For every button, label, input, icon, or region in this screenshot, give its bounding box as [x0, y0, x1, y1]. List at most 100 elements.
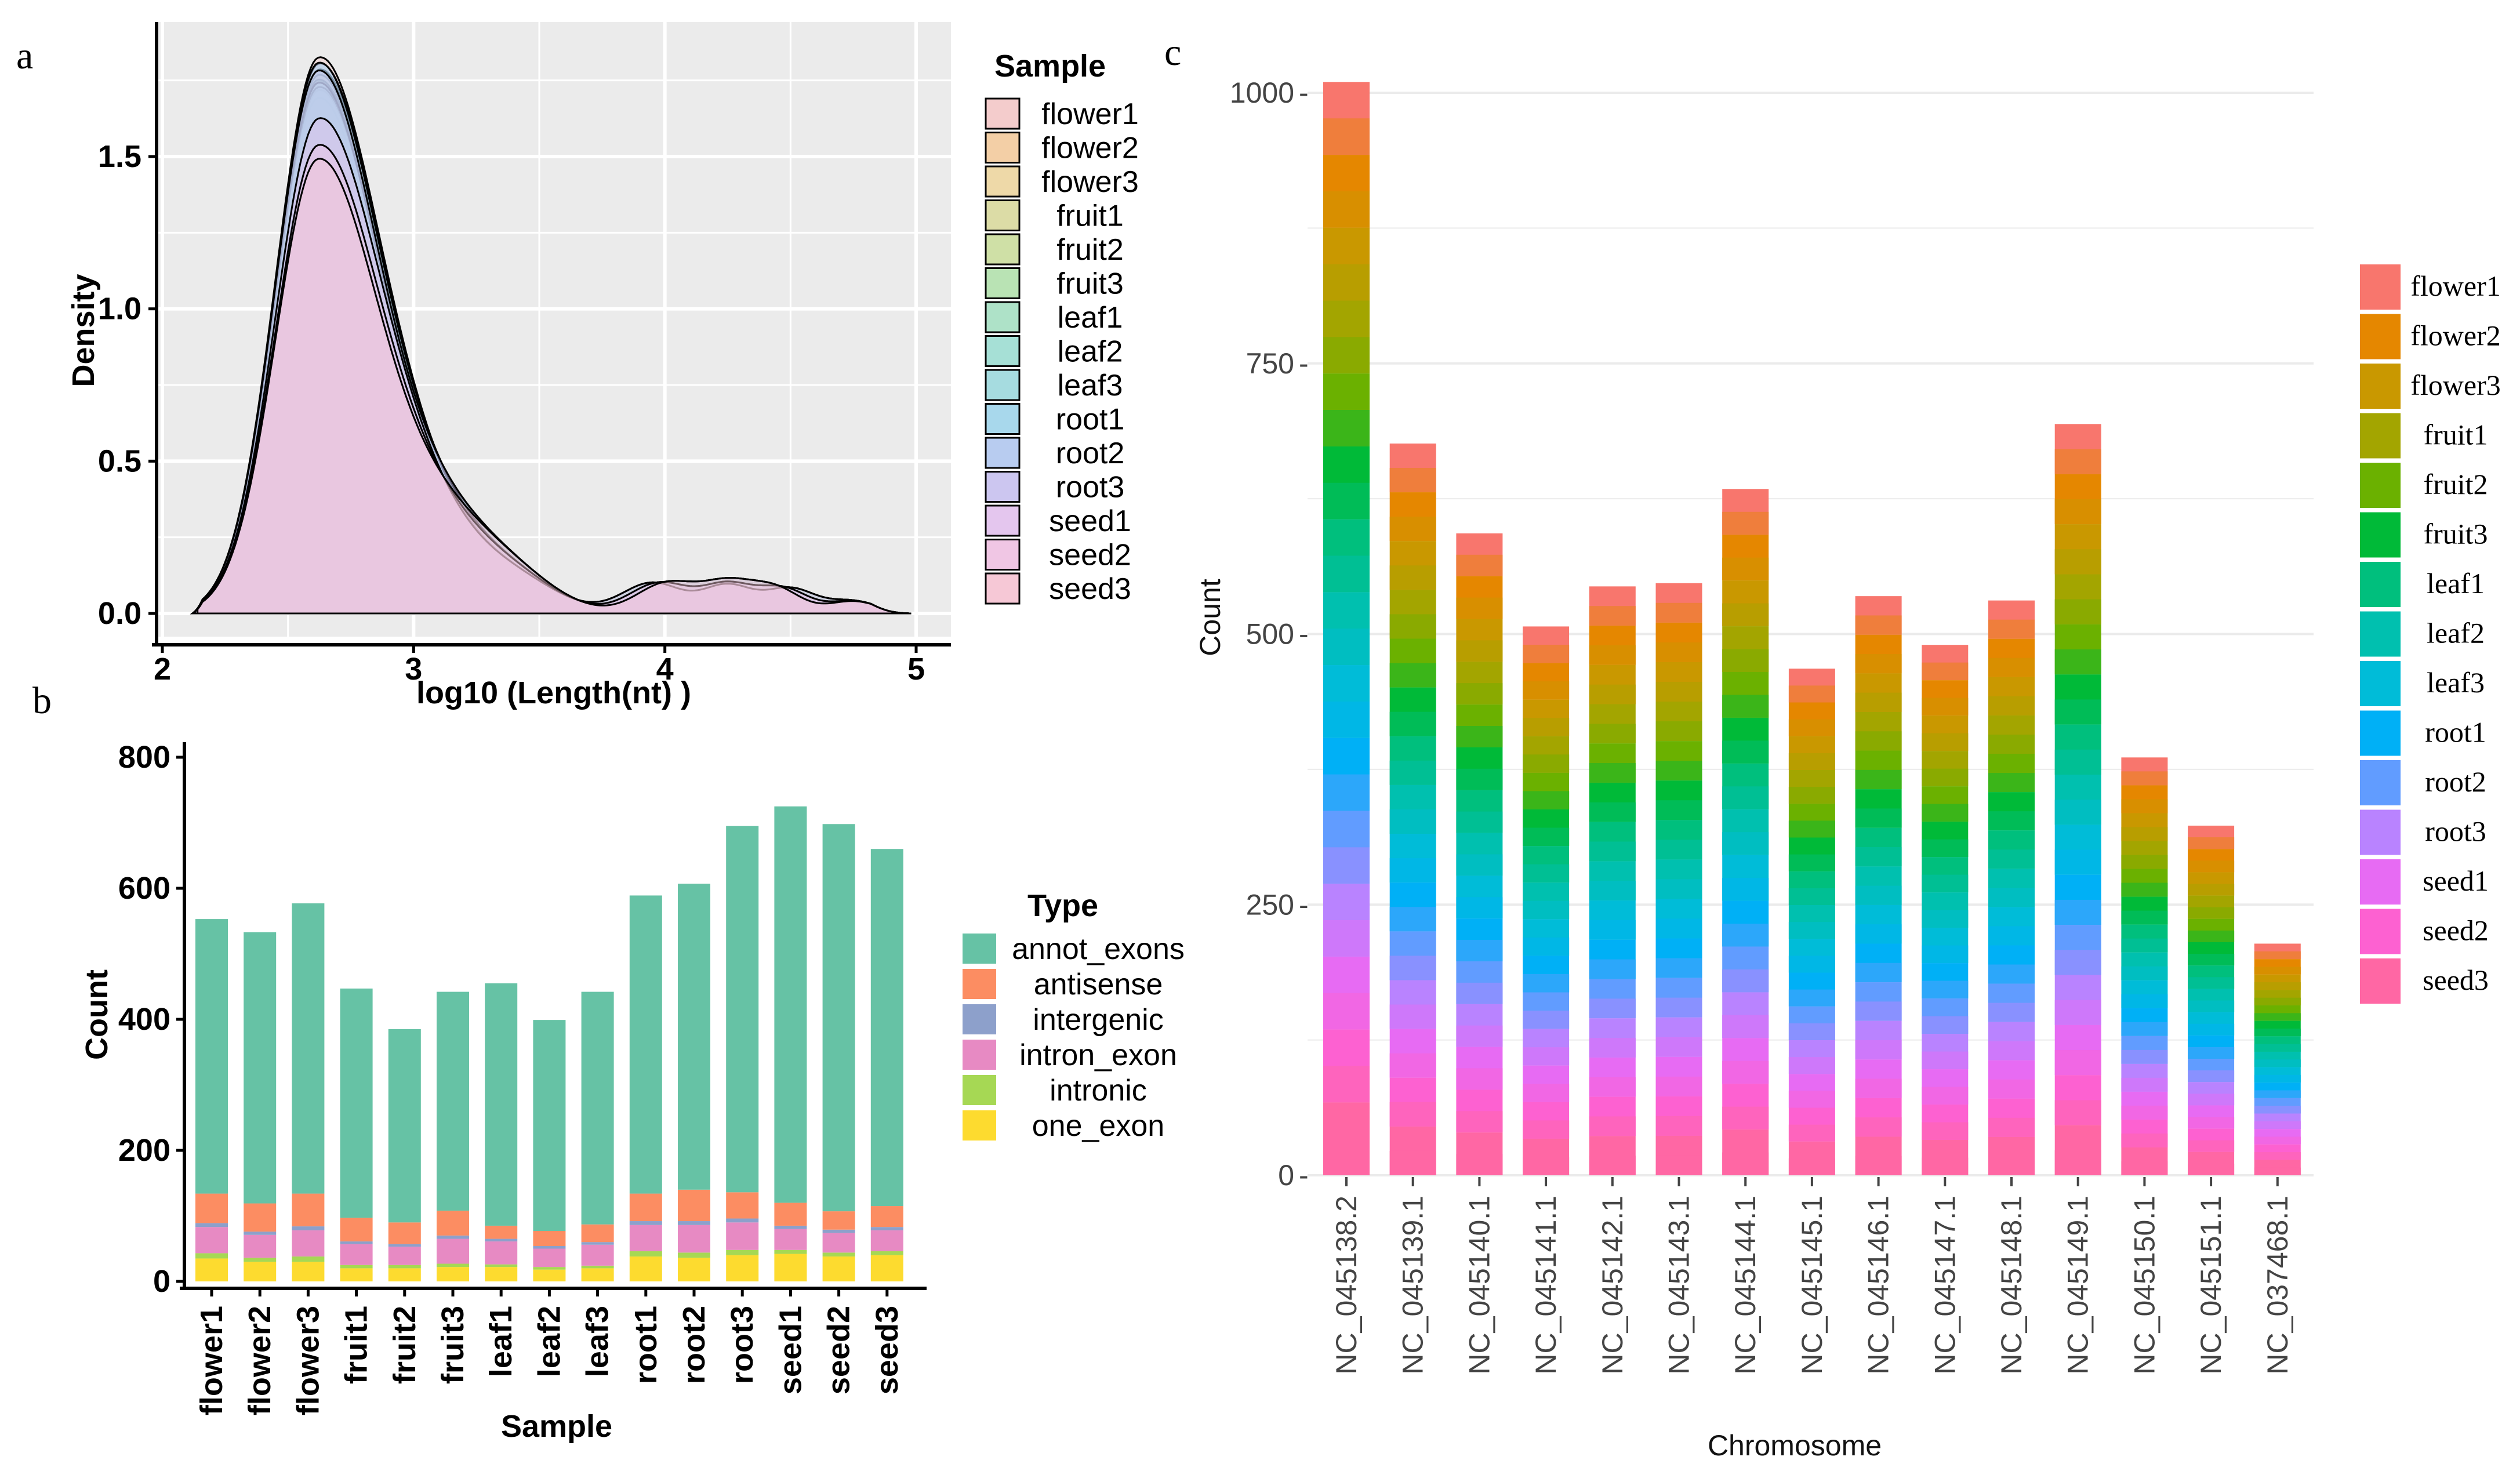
chromosome-bar-band — [1788, 888, 1835, 905]
type-bar-leaf2-intergenic — [533, 1245, 566, 1249]
chromosome-bar-band — [2188, 930, 2235, 942]
chromosome-bar-band — [1655, 681, 1702, 702]
type-bar-seed2-one_exon — [822, 1256, 855, 1281]
chromosome-bar-band — [1855, 962, 1902, 983]
type-bar-root2-intronic — [678, 1252, 710, 1258]
type-bar-seed2-annot_exons — [822, 824, 855, 1212]
chromosome-bar-band — [1389, 956, 1436, 980]
chromosome-bar-band — [2254, 1090, 2301, 1098]
panel-label-b: b — [32, 680, 52, 722]
type-bar-leaf2-one_exon — [533, 1269, 566, 1281]
chromosome-ticks: 0 -250 -500 -750 -1000 -NC_045138.2 NC_045139.… — [1230, 77, 2294, 1375]
chromosome-bar-band — [1922, 733, 1969, 751]
type-bar-seed1-antisense — [774, 1203, 807, 1226]
chromosome-bar-band — [2254, 1167, 2301, 1175]
chromosome-bar-band — [1655, 602, 1702, 623]
type-bar-seed1-intergenic — [774, 1225, 807, 1229]
density-curve-seed1 — [190, 117, 912, 615]
chromosome-bar-band — [2121, 1161, 2168, 1175]
chromosome-bar-band — [2121, 910, 2168, 925]
chromosome-bar-band — [1922, 698, 1969, 716]
density-curves — [190, 56, 912, 615]
chromosome-bar-band — [2054, 800, 2101, 825]
chromosome-y-axis-title: Count — [1194, 579, 1226, 656]
chromosome-bar-band — [1788, 685, 1835, 703]
chromosome-bar-band — [1589, 1156, 1636, 1175]
type-bar-flower2-intron_exon — [244, 1234, 277, 1258]
type-legend-key-intergenic — [963, 1004, 996, 1034]
chromosome-bar-band — [2054, 1150, 2101, 1175]
panel-label-a: a — [16, 35, 33, 77]
chromosome-bar-band — [1523, 1011, 1570, 1029]
chromosome-y-tick-dash: - — [1299, 618, 1309, 651]
type-x-tick-label: root3 — [725, 1306, 760, 1384]
chromosome-x-tick-label: NC_045144.1 — [1729, 1196, 1762, 1375]
density-legend-key-leaf3 — [985, 369, 1021, 401]
chromosome-bar-band — [1855, 1040, 1902, 1060]
density-x-tick-label: 4 — [656, 652, 674, 687]
type-bar-root2-antisense — [678, 1189, 710, 1222]
type-x-tick-label: leaf1 — [484, 1306, 518, 1377]
chromosome-bar-band — [1523, 644, 1570, 663]
type-bar-seed3-intron_exon — [870, 1230, 903, 1252]
density-legend-label-leaf1: leaf1 — [1058, 301, 1123, 335]
chromosome-bar-band — [1589, 920, 1636, 940]
chromosome-bar-band — [1523, 937, 1570, 956]
chromosome-bar-band — [1456, 683, 1503, 705]
chromosome-x-tick-label: NC_045146.1 — [1862, 1196, 1895, 1375]
chromosome-x-tick-label: NC_045151.1 — [2195, 1196, 2227, 1375]
chromosome-legend-label-fruit2: fruit2 — [2423, 468, 2488, 500]
chromosome-bar-band — [1456, 1111, 1503, 1133]
chromosome-legend-label-root3: root3 — [2425, 815, 2486, 848]
density-legend: flower1flower2flower3fruit1fruit2fruit3l… — [985, 97, 1139, 606]
chromosome-bar-band — [1722, 1015, 1769, 1038]
chromosome-legend-label-flower3: flower3 — [2410, 369, 2501, 401]
type-y-tick-label: 0 — [153, 1264, 170, 1299]
chromosome-bar-band — [1788, 922, 1835, 939]
density-curve-seed3 — [197, 158, 912, 615]
chromosome-legend-key-fruit2 — [2360, 463, 2401, 508]
chromosome-x-tick-label: NC_045145.1 — [1796, 1196, 1828, 1375]
type-bars — [195, 806, 903, 1281]
type-bar-seed2-intergenic — [822, 1229, 855, 1233]
chromosome-legend-key-root2 — [2360, 760, 2401, 805]
chromosome-bar-band — [1988, 1079, 2035, 1099]
chromosome-bar-band — [1389, 1053, 1436, 1078]
density-legend-label-fruit1: fruit1 — [1056, 199, 1124, 233]
type-bar-flower3-intergenic — [292, 1226, 325, 1230]
density-x-tick-label: 2 — [154, 652, 171, 687]
chromosome-x-tick-label: NC_045139.1 — [1397, 1196, 1429, 1375]
type-legend-key-intronic — [963, 1075, 996, 1105]
chromosome-bar-band — [1589, 998, 1636, 1019]
chromosome-bar-band — [1788, 956, 1835, 973]
chromosome-bar-band — [1855, 769, 1902, 790]
chromosome-bar-band — [1922, 839, 1969, 858]
type-bar-flower3-intronic — [292, 1256, 325, 1262]
chromosome-bar-band — [1922, 768, 1969, 787]
density-legend-label-root1: root1 — [1056, 403, 1125, 437]
type-legend-label-intergenic: intergenic — [1033, 1003, 1163, 1037]
chromosome-bar-band — [1323, 410, 1370, 446]
chromosome-bar-band — [1722, 1106, 1769, 1130]
density-legend-title: Sample — [994, 49, 1106, 83]
type-x-tick-label: flower3 — [291, 1306, 325, 1415]
chromosome-bar-band — [1389, 760, 1436, 785]
chromosome-legend-key-fruit1 — [2360, 413, 2401, 459]
chromosome-legend-key-flower3 — [2360, 364, 2401, 409]
chromosome-legend-label-leaf2: leaf2 — [2427, 617, 2485, 649]
chromosome-bar-band — [1922, 1051, 1969, 1070]
type-bar-fruit2-antisense — [388, 1222, 421, 1244]
type-bar-root2-annot_exons — [678, 884, 710, 1190]
chromosome-bar-band — [1523, 1157, 1570, 1175]
chromosome-bar-band — [1722, 1152, 1769, 1175]
chromosome-legend-label-flower1: flower1 — [2410, 270, 2501, 302]
chromosome-bar-band — [1855, 1078, 1902, 1098]
type-bar-seed1-one_exon — [774, 1254, 807, 1281]
type-legend-key-antisense — [963, 969, 996, 999]
chromosome-bar-band — [1456, 854, 1503, 876]
chromosome-bar-band — [1589, 724, 1636, 744]
chromosome-bar-band — [1655, 721, 1702, 742]
chromosome-stacked-bar-chart: 0 -250 -500 -750 -1000 -NC_045138.2 NC_045139.… — [1194, 77, 2501, 1462]
type-legend-label-intron_exon: intron_exon — [1019, 1038, 1177, 1072]
